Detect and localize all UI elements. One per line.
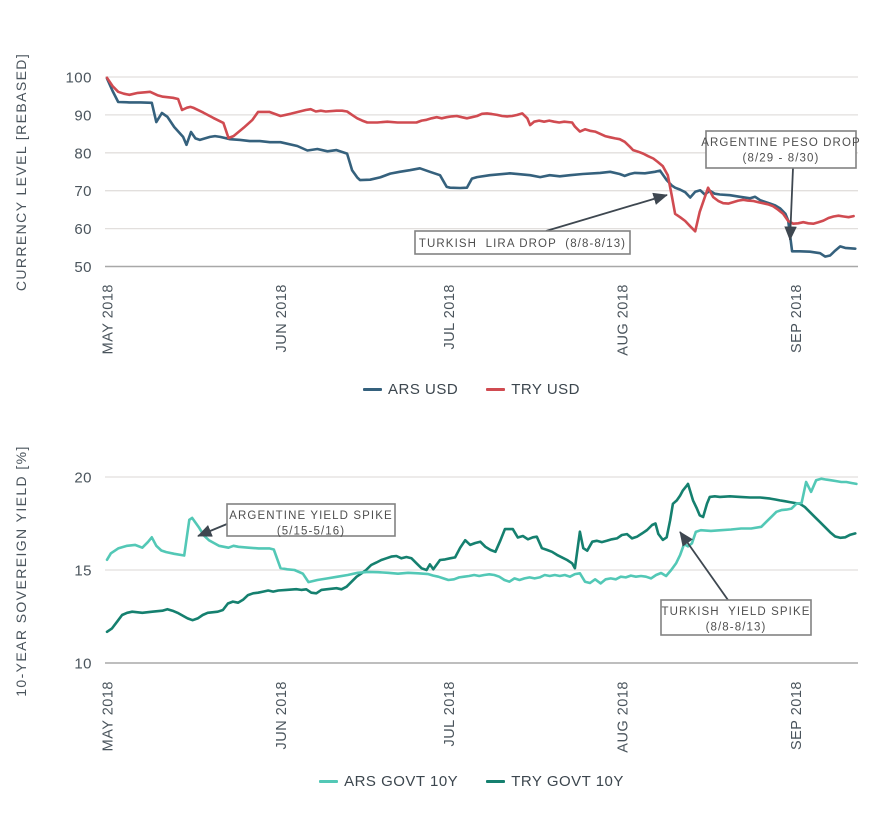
legend-yield: ARS GOVT 10Y TRY GOVT 10Y [72, 773, 871, 790]
chart-yield: 20 15 10 10-YEAR SOVEREIGN YIELD [%] MAY 201… [13, 445, 858, 753]
annotation-arrow [679, 531, 729, 601]
legend-label: ARS USD [388, 381, 459, 398]
annotation-arrow [197, 523, 228, 537]
legend-label: ARS GOVT 10Y [344, 773, 459, 790]
x-tick-label: JUN 2018 [274, 284, 290, 352]
x-tick-label: JUN 2018 [274, 681, 290, 749]
legend-item: TRY USD [486, 381, 580, 398]
y-tick-label: 100 [65, 70, 92, 87]
x-tick-label: MAY 2018 [101, 284, 117, 354]
annotation-text: ARGENTINE PESO DROP [701, 137, 861, 149]
annotation-box [226, 503, 396, 537]
legend-swatch-icon [486, 388, 506, 391]
x-tick-label: JUL 2018 [442, 284, 458, 350]
annotation-box [414, 230, 631, 255]
x-tick-label: AUG 2018 [615, 284, 631, 356]
x-tick-label: MAY 2018 [101, 681, 117, 751]
series-ars-usd [105, 77, 857, 258]
x-tick-label: SEP 2018 [789, 681, 805, 750]
legend-currency: ARS USD TRY USD [72, 381, 871, 398]
annotation-text: TURKISH YIELD SPIKE [662, 606, 811, 618]
annotation-box [660, 599, 812, 636]
series-ars-govt-10y [105, 477, 858, 585]
series-try-usd [105, 76, 855, 233]
series-try-govt-10y [105, 482, 857, 634]
legend-swatch-icon [363, 388, 382, 391]
annotation-text: (5/15-5/16) [277, 526, 345, 538]
x-tick-label: AUG 2018 [615, 681, 631, 753]
y-tick-label: 15 [74, 563, 92, 580]
legend-label: TRY USD [511, 381, 580, 398]
annotation-arrow [545, 192, 668, 232]
annotation-text: ARGENTINE YIELD SPIKE [229, 510, 393, 522]
y-tick-label: 20 [74, 470, 92, 487]
legend-label: TRY GOVT 10Y [511, 773, 624, 790]
legend-item: ARS USD [363, 381, 458, 398]
y-axis-title: 10-YEAR SOVEREIGN YIELD [%] [13, 445, 29, 697]
y-tick-label: 70 [74, 183, 92, 200]
annotation-text: (8/29 - 8/30) [743, 153, 820, 165]
y-tick-label: 50 [74, 259, 92, 276]
annotation-text: TURKISH LIRA DROP (8/8-8/13) [419, 238, 626, 250]
legend-swatch-icon [486, 780, 506, 783]
chart-currency: 100 90 80 70 60 50 CURRENCY LEVEL [REBASED] MAY… [13, 53, 861, 356]
x-tick-label: JUL 2018 [442, 681, 458, 747]
annotation-box [705, 130, 857, 169]
y-tick-label: 90 [74, 107, 92, 124]
legend-swatch-icon [319, 780, 339, 783]
legend-item: TRY GOVT 10Y [486, 773, 624, 790]
y-tick-label: 80 [74, 145, 92, 162]
y-tick-label: 60 [74, 221, 92, 238]
x-tick-label: SEP 2018 [789, 284, 805, 353]
annotation-arrow [784, 167, 797, 241]
annotation-text: (8/8-8/13) [706, 622, 767, 634]
y-tick-label: 10 [74, 656, 92, 673]
legend-item: ARS GOVT 10Y [319, 773, 458, 790]
y-axis-title: CURRENCY LEVEL [REBASED] [13, 53, 29, 291]
